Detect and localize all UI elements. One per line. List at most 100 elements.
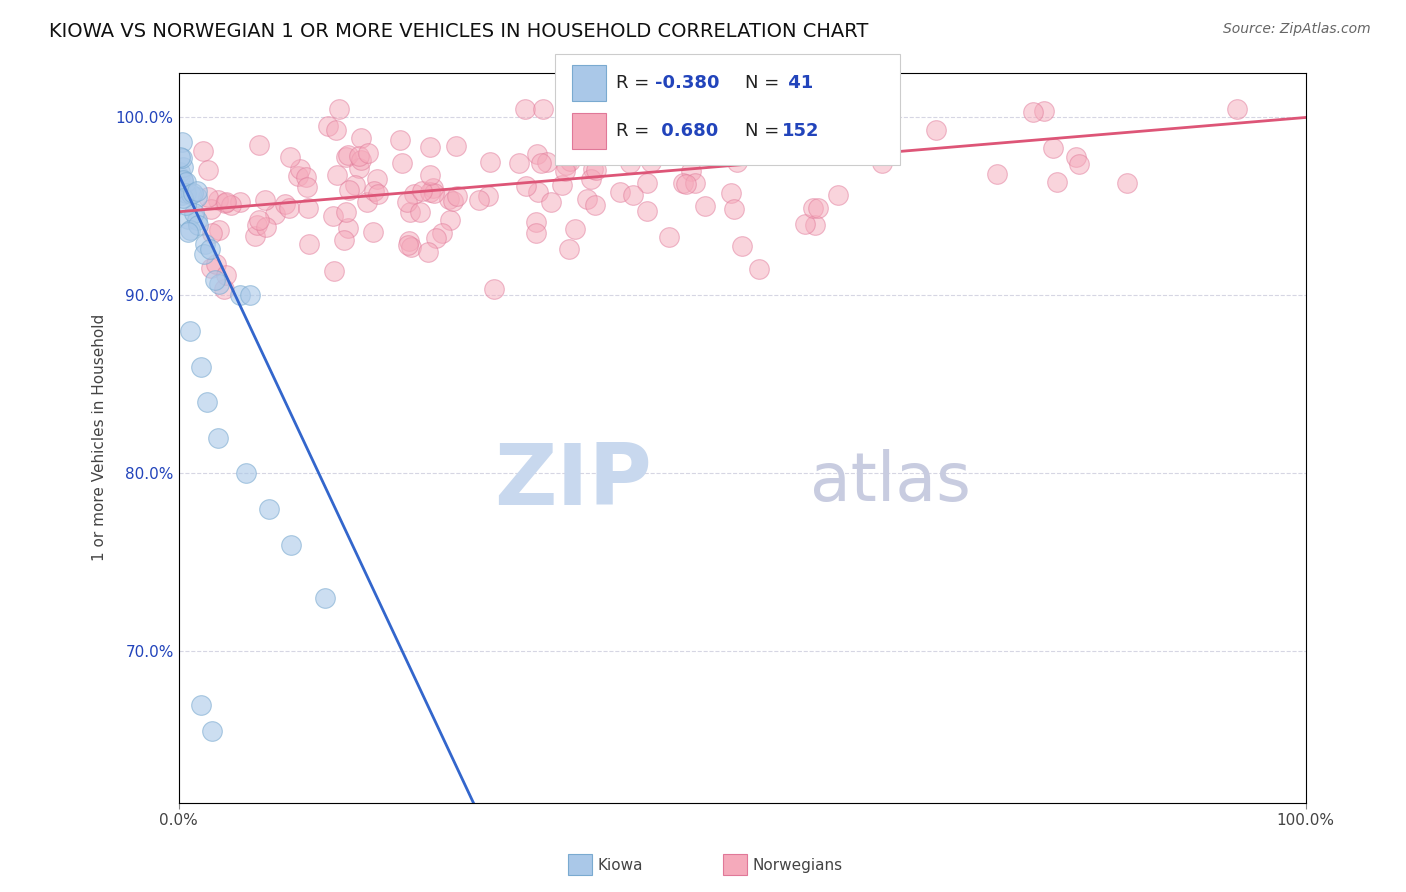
Point	[366, 172, 388, 186]
Point	[1032, 104, 1054, 119]
Point	[554, 164, 576, 178]
Point	[212, 283, 235, 297]
Point	[598, 120, 620, 134]
Point	[181, 186, 204, 200]
Point	[441, 194, 464, 208]
Point	[214, 195, 236, 210]
Point	[257, 502, 280, 516]
Point	[477, 189, 499, 203]
Point	[554, 158, 576, 172]
Point	[723, 202, 745, 217]
Point	[170, 151, 193, 165]
Point	[356, 195, 378, 210]
Point	[551, 178, 574, 192]
Text: -0.380: -0.380	[655, 74, 720, 92]
Point	[172, 161, 194, 175]
Point	[200, 202, 222, 216]
Point	[526, 146, 548, 161]
Text: N =: N =	[745, 74, 785, 92]
Point	[398, 234, 420, 248]
Point	[688, 120, 710, 135]
Point	[322, 209, 344, 223]
Point	[1042, 141, 1064, 155]
Point	[200, 260, 222, 275]
Point	[515, 179, 537, 194]
Point	[350, 130, 373, 145]
Point	[280, 537, 302, 551]
Point	[190, 698, 212, 712]
Point	[194, 237, 217, 252]
Text: 41: 41	[782, 74, 813, 92]
Point	[297, 201, 319, 215]
Text: 0.680: 0.680	[655, 122, 718, 140]
Point	[527, 185, 550, 199]
Point	[208, 222, 231, 236]
Point	[290, 162, 312, 177]
Point	[1046, 175, 1069, 189]
Point	[419, 168, 441, 182]
Point	[581, 171, 603, 186]
Point	[650, 135, 672, 149]
Point	[713, 109, 735, 123]
Point	[524, 214, 547, 228]
Point	[363, 184, 385, 198]
Point	[396, 238, 419, 252]
Point	[444, 138, 467, 153]
Point	[422, 181, 444, 195]
Text: Kiowa: Kiowa	[598, 858, 643, 872]
Point	[1066, 150, 1088, 164]
Point	[986, 167, 1008, 181]
Point	[243, 228, 266, 243]
Point	[174, 197, 197, 211]
Point	[335, 150, 357, 164]
Point	[215, 268, 238, 282]
Point	[748, 102, 770, 116]
Point	[278, 201, 301, 215]
Point	[170, 187, 193, 202]
Point	[513, 103, 536, 117]
Point	[425, 231, 447, 245]
Point	[172, 173, 194, 187]
Point	[437, 192, 460, 206]
Point	[609, 185, 631, 199]
Point	[201, 724, 224, 739]
Text: R =: R =	[616, 74, 655, 92]
Point	[879, 128, 901, 142]
Point	[640, 131, 662, 145]
Point	[585, 163, 607, 178]
Point	[278, 150, 301, 164]
Point	[870, 155, 893, 169]
Point	[183, 206, 205, 220]
Point	[204, 257, 226, 271]
Text: R =: R =	[616, 122, 655, 140]
Point	[1226, 102, 1249, 116]
Point	[287, 169, 309, 183]
Point	[186, 213, 208, 227]
Point	[314, 591, 336, 605]
Point	[179, 223, 201, 237]
Point	[672, 176, 695, 190]
Point	[679, 164, 702, 178]
Point	[198, 242, 221, 256]
Point	[675, 177, 697, 191]
Point	[391, 156, 413, 170]
Point	[416, 244, 439, 259]
Point	[229, 195, 252, 210]
Point	[337, 183, 360, 197]
Point	[254, 219, 277, 234]
Point	[169, 170, 191, 185]
Point	[186, 184, 208, 198]
Point	[1116, 176, 1139, 190]
Point	[720, 186, 742, 201]
Point	[564, 222, 586, 236]
Point	[803, 218, 825, 232]
Point	[508, 156, 530, 170]
Point	[228, 288, 250, 302]
Point	[325, 169, 347, 183]
Point	[801, 201, 824, 215]
Point	[583, 198, 606, 212]
Point	[1067, 157, 1090, 171]
Point	[619, 102, 641, 116]
Point	[411, 184, 433, 198]
Point	[347, 161, 370, 176]
